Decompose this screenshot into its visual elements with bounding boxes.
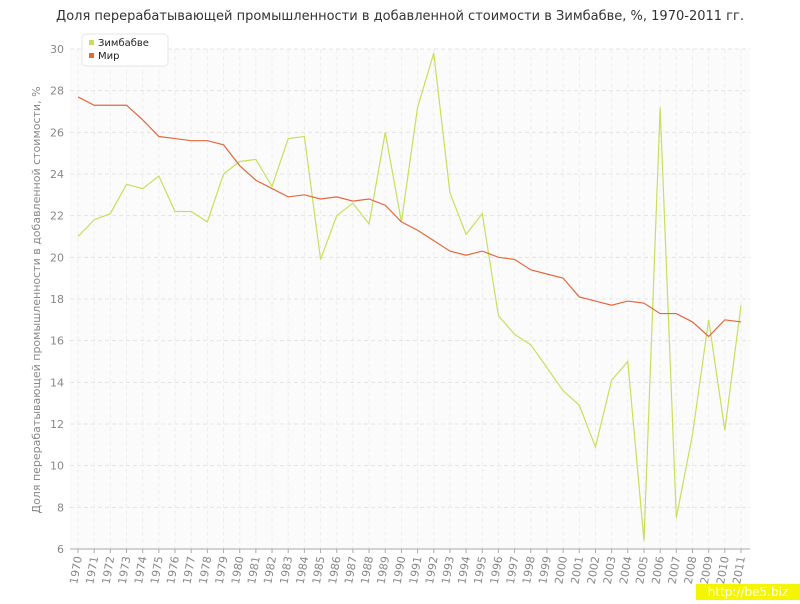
x-tick-label: 1999	[536, 555, 554, 585]
x-tick-label: 1979	[213, 555, 231, 585]
x-tick-label: 1976	[164, 555, 182, 585]
y-tick-label: 24	[50, 168, 64, 181]
x-tick-label: 1989	[375, 555, 393, 585]
x-tick-label: 1992	[423, 555, 441, 585]
series-line	[77, 52, 742, 541]
x-tick-label: 1996	[488, 555, 506, 585]
y-tick-label: 16	[50, 335, 64, 348]
x-tick-label: 1988	[358, 555, 376, 585]
x-tick-label: 1987	[342, 555, 360, 585]
x-tick-label: 1993	[439, 555, 457, 585]
x-tick-label: 2007	[666, 555, 684, 585]
x-tick-label: 1991	[407, 555, 425, 585]
x-tick-label: 1985	[310, 555, 328, 585]
y-tick-label: 8	[57, 501, 64, 514]
watermark-bg	[696, 584, 800, 600]
y-tick-label: 20	[50, 251, 64, 264]
x-tick-label: 1990	[391, 555, 409, 585]
x-tick-label: 1972	[100, 555, 118, 585]
y-tick-label: 14	[50, 376, 64, 389]
x-tick-label: 1971	[83, 555, 101, 585]
x-tick-label: 1997	[504, 555, 522, 585]
legend-box	[81, 33, 169, 67]
x-tick-label: 2009	[698, 555, 716, 585]
series-line	[77, 96, 742, 338]
y-axis-label: Доля перерабатывающей промышленности в д…	[30, 86, 43, 513]
x-tick-label: 2003	[601, 555, 619, 585]
legend-label: Мир	[98, 51, 119, 62]
legend-label: Зимбабве	[98, 38, 149, 49]
x-tick-label: 1983	[278, 555, 296, 585]
x-tick-label: 2010	[714, 555, 732, 585]
y-tick-label: 18	[50, 293, 64, 306]
x-tick-label: 1981	[245, 555, 263, 585]
watermark: http://be5.biz	[708, 585, 788, 599]
x-tick-label: 1994	[455, 555, 473, 585]
x-tick-label: 1978	[197, 555, 215, 585]
y-tick-label: 30	[50, 43, 64, 56]
x-tick-label: 1973	[116, 555, 134, 585]
x-tick-label: 1986	[326, 555, 344, 585]
y-tick-label: 6	[57, 543, 64, 556]
x-tick-label: 2001	[569, 555, 587, 585]
x-tick-label: 1984	[294, 555, 312, 585]
x-tick-label: 1998	[520, 555, 538, 585]
x-tick-label: 1974	[132, 555, 150, 585]
y-tick-label: 26	[50, 126, 64, 139]
y-tick-label: 10	[50, 460, 64, 473]
x-tick-label: 1975	[148, 555, 166, 585]
y-tick-label: 28	[50, 85, 64, 98]
x-tick-label: 1982	[261, 555, 279, 585]
x-tick-label: 1970	[67, 555, 85, 585]
y-tick-label: 22	[50, 210, 64, 223]
legend-swatch	[89, 53, 94, 58]
x-tick-label: 1980	[229, 555, 247, 585]
x-tick-label: 1977	[180, 555, 198, 585]
y-tick-label: 12	[50, 418, 64, 431]
x-tick-label: 2002	[585, 555, 603, 585]
x-tick-label: 2008	[682, 555, 700, 585]
x-tick-label: 2011	[730, 555, 748, 585]
legend-swatch	[89, 40, 94, 45]
x-tick-label: 1995	[472, 555, 490, 585]
x-tick-label: 2005	[633, 555, 651, 585]
x-tick-label: 2000	[552, 555, 570, 585]
x-tick-label: 2004	[617, 555, 635, 585]
x-tick-label: 2006	[649, 555, 667, 585]
chart-title: Доля перерабатывающей промышленности в д…	[56, 9, 744, 24]
